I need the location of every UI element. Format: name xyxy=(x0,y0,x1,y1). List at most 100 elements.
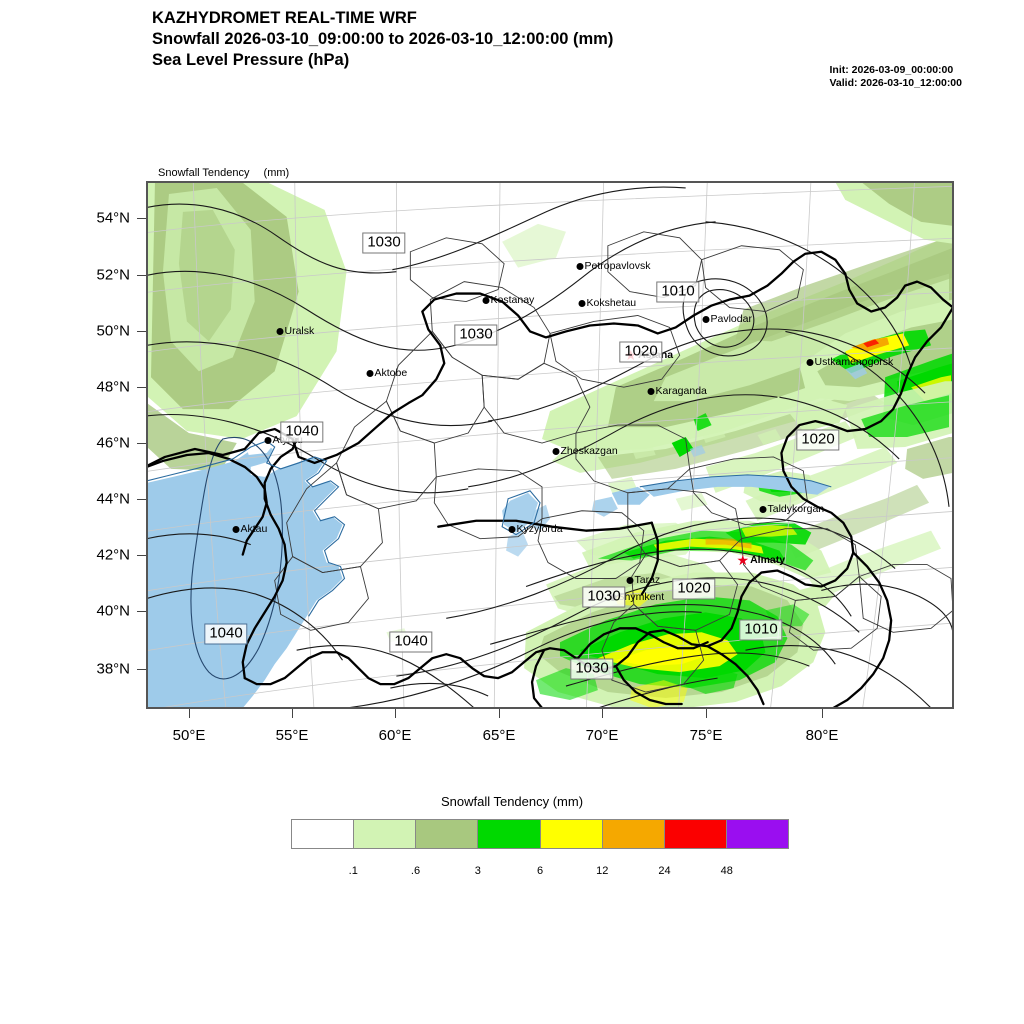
colorbar-tick-labels: .1 .6 3 6 12 24 48 xyxy=(291,865,789,881)
city-dot-icon xyxy=(626,576,634,584)
isobar-label-1040: 1040 xyxy=(280,421,324,443)
colorbar-swatch-0[interactable] xyxy=(292,820,355,848)
isobar-label-1010: 1010 xyxy=(656,281,700,303)
city-dot-icon xyxy=(552,447,560,455)
coastlines xyxy=(147,440,832,617)
isobar-label-1020: 1020 xyxy=(796,429,840,451)
city-marker-karaganda: Karaganda xyxy=(647,385,707,398)
colorbar-tick-24: 24 xyxy=(658,865,671,877)
init-time: Init: 2026-03-09_00:00:00 xyxy=(829,64,954,76)
lat-tick-mark xyxy=(137,331,146,332)
city-marker-almaty: ★Almaty xyxy=(736,551,786,568)
city-marker-kokshetau: Kokshetau xyxy=(578,298,636,308)
header-line-1: KAZHYDROMET REAL-TIME WRF xyxy=(152,9,417,27)
valid-time: Valid: 2026-03-10_12:00:00 xyxy=(829,77,962,89)
lat-tick-mark xyxy=(137,669,146,670)
colorbar-swatch-2[interactable] xyxy=(416,820,479,848)
city-name-label: Zheskazgan xyxy=(560,445,618,458)
city-name-label: Kostanay xyxy=(490,294,535,307)
isobar-label-1030: 1030 xyxy=(454,324,498,346)
city-name-label: Taldykorgan xyxy=(767,503,825,516)
colorbar-swatch-1[interactable] xyxy=(354,820,417,848)
colorbar-title: Snowfall Tendency (mm) xyxy=(440,794,584,809)
colorbar-swatch-5[interactable] xyxy=(602,820,665,848)
isobar-label-1020: 1020 xyxy=(619,341,663,363)
colorbar-swatch-6[interactable] xyxy=(664,820,727,848)
city-dot-icon xyxy=(232,525,240,533)
city-marker-taldykorgan: Taldykorgan xyxy=(759,503,825,516)
colorbar-tick-12: 12 xyxy=(596,865,609,877)
isobar-label-1010: 1010 xyxy=(739,619,783,641)
city-dot-icon xyxy=(366,369,374,377)
city-dot-icon xyxy=(508,525,516,533)
caption-snowfall-unit: (mm) xyxy=(263,167,290,179)
city-name-label: Kyzylorda xyxy=(516,523,563,536)
colorbar-swatch-7[interactable] xyxy=(726,820,788,848)
snow-shading-northwest xyxy=(147,182,347,471)
city-marker-aktobe: Aktobe xyxy=(366,367,408,380)
oblast-borders xyxy=(274,231,953,693)
city-marker-zheskazgan: Zheskazgan xyxy=(552,445,618,458)
colorbar-tick-48: 48 xyxy=(720,865,733,877)
city-dot-icon xyxy=(647,387,655,395)
isobar-label-1030: 1030 xyxy=(362,232,406,254)
lat-tick-mark xyxy=(137,555,146,556)
header-line-2: Snowfall 2026-03-10_09:00:00 to 2026-03-… xyxy=(152,30,614,48)
header-line-3: Sea Level Pressure (hPa) xyxy=(152,51,350,69)
isobar-label-1030: 1030 xyxy=(570,658,614,680)
colorbar-tick-.1: .1 xyxy=(348,865,358,877)
city-marker-ustkamenogorsk: Ustkamenogorsk xyxy=(806,356,894,369)
caption-snowfall-name: Snowfall Tendency xyxy=(158,167,250,179)
city-dot-icon xyxy=(702,315,710,323)
map-canvas xyxy=(147,182,953,708)
country-borders xyxy=(147,250,953,708)
lat-tick-mark xyxy=(137,218,146,219)
colorbar-swatch-4[interactable] xyxy=(540,820,603,848)
city-name-label: Uralsk xyxy=(284,325,315,338)
run-timestamp-block: Init: 2026-03-09_00:00:00 Valid: 2026-03… xyxy=(829,64,962,90)
lat-tick-label-44: 44°N xyxy=(96,490,130,508)
lat-tick-mark xyxy=(137,611,146,612)
lon-tick-mark xyxy=(292,709,293,718)
isobar-label-1040: 1040 xyxy=(204,623,248,645)
lat-tick-label-42: 42°N xyxy=(96,546,130,564)
caption-row-snowfall: Snowfall Tendency (mm) xyxy=(158,166,295,180)
lon-tick-mark xyxy=(189,709,190,718)
city-dot-icon xyxy=(806,358,814,366)
lon-tick-mark xyxy=(395,709,396,718)
city-name-label: Aktau xyxy=(240,523,268,536)
city-name-label: Petropavlovsk xyxy=(584,260,651,273)
lon-tick-mark xyxy=(706,709,707,718)
lon-tick-label-50: 50°E xyxy=(172,727,206,744)
city-name-label: Ustkamenogorsk xyxy=(814,356,894,369)
lat-tick-mark xyxy=(137,443,146,444)
lat-tick-label-40: 40°N xyxy=(96,602,130,620)
lat-tick-label-48: 48°N xyxy=(96,378,130,396)
city-name-label: Aktobe xyxy=(374,367,408,380)
lon-tick-label-65: 65°E xyxy=(482,727,516,744)
city-marker-aktau: Aktau xyxy=(232,523,268,536)
capital-star-icon: ★ xyxy=(736,551,750,568)
lon-tick-label-60: 60°E xyxy=(378,727,412,744)
city-name-label: Karaganda xyxy=(655,385,707,398)
city-dot-icon xyxy=(482,296,490,304)
city-name-label: Pavlodar xyxy=(710,313,752,326)
lat-tick-mark xyxy=(137,275,146,276)
lat-tick-mark xyxy=(137,499,146,500)
city-name-label: Almaty xyxy=(750,554,786,567)
colorbar[interactable] xyxy=(291,819,789,849)
lon-tick-label-70: 70°E xyxy=(585,727,619,744)
weather-map[interactable] xyxy=(146,181,954,709)
colorbar-tick-.6: .6 xyxy=(410,865,421,877)
isobars xyxy=(147,186,953,708)
lon-tick-mark xyxy=(499,709,500,718)
lat-tick-label-54: 54°N xyxy=(96,209,130,227)
lon-tick-label-80: 80°E xyxy=(805,727,839,744)
city-name-label: Shymkent xyxy=(617,591,665,604)
colorbar-tick-3: 3 xyxy=(474,865,481,877)
colorbar-tick-6: 6 xyxy=(536,865,544,877)
city-name-label: Taraz xyxy=(634,574,661,587)
city-marker-pavlodar: Pavlodar xyxy=(702,313,752,326)
city-dot-icon xyxy=(264,436,272,444)
colorbar-swatch-3[interactable] xyxy=(478,820,541,848)
